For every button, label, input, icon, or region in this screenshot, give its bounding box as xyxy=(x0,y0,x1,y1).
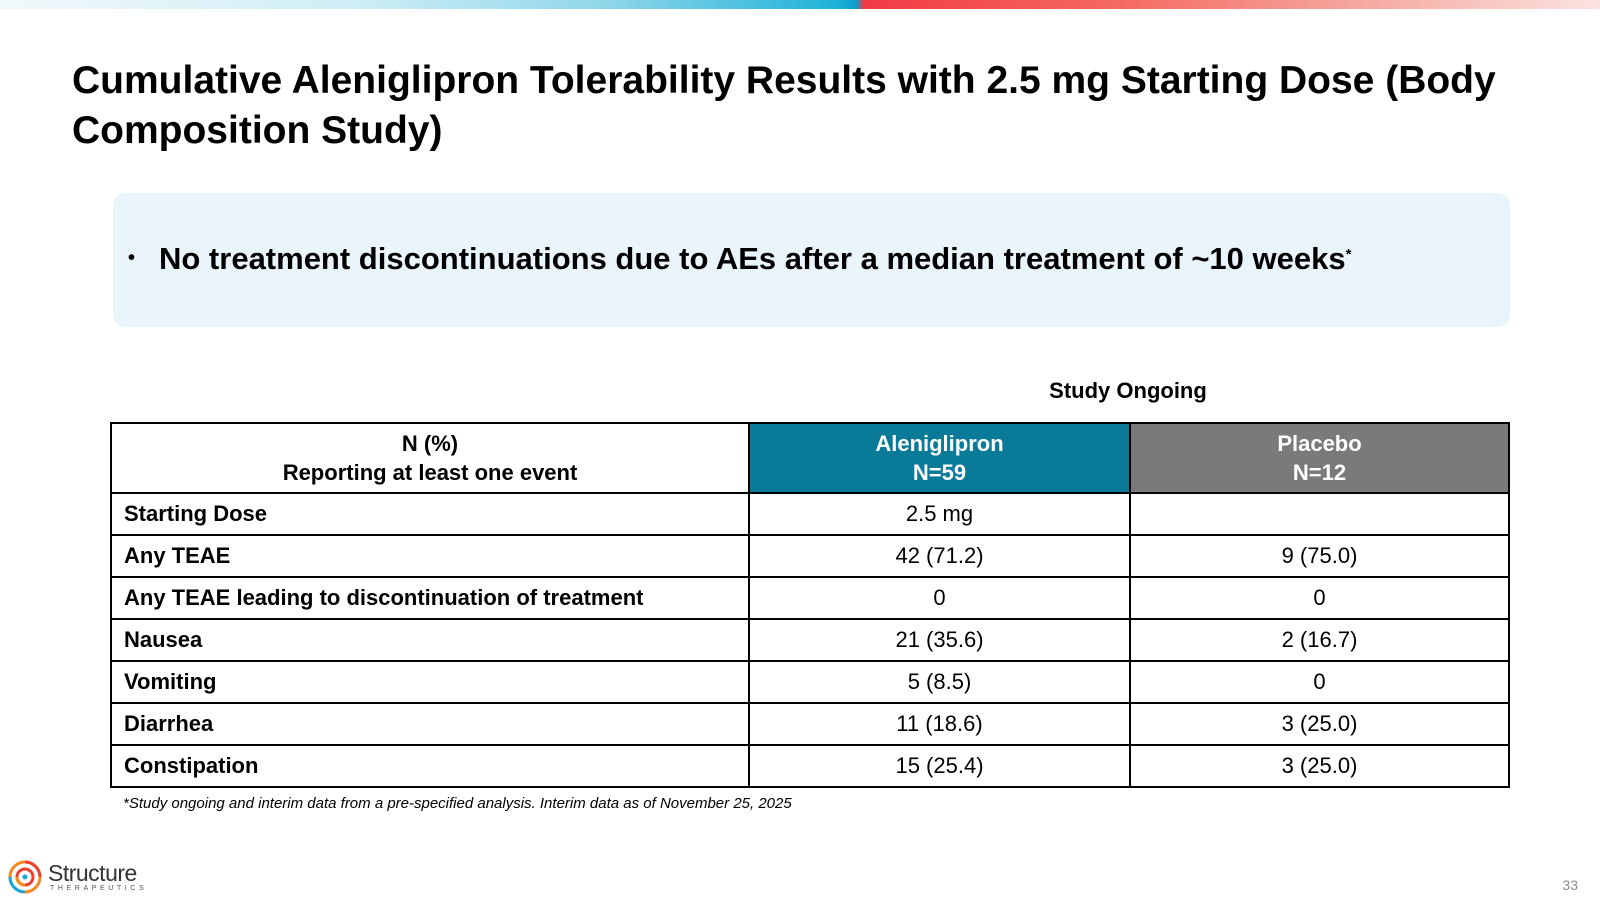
callout-text-body: No treatment discontinuations due to AEs… xyxy=(159,241,1346,276)
header-aleniglipron-name: Aleniglipron xyxy=(875,431,1004,456)
header-label-line1: N (%) xyxy=(401,431,459,456)
placebo-value: 3 (25.0) xyxy=(1129,702,1510,746)
footnote: *Study ongoing and interim data from a p… xyxy=(123,795,792,812)
header-aleniglipron-n: N=59 xyxy=(912,460,967,485)
table-row: Constipation 15 (25.4) 3 (25.0) xyxy=(110,744,1510,788)
row-label: Diarrhea xyxy=(110,702,750,746)
placebo-value: 3 (25.0) xyxy=(1129,744,1510,788)
logo-wordmark: Structure xyxy=(48,860,137,886)
row-label: Constipation xyxy=(110,744,750,788)
slide-title: Cumulative Aleniglipron Tolerability Res… xyxy=(72,59,1496,152)
table-row: Nausea 21 (35.6) 2 (16.7) xyxy=(110,618,1510,662)
header-placebo-cell: Placebo N=12 xyxy=(1129,422,1510,494)
aleniglipron-value: 5 (8.5) xyxy=(748,660,1131,704)
adverse-events-table: N (%) Reporting at least one event Aleni… xyxy=(110,422,1510,788)
callout-bullet: • xyxy=(128,247,136,269)
aleniglipron-value: 21 (35.6) xyxy=(748,618,1131,662)
structure-logo-icon xyxy=(8,860,42,894)
header-label-line2: Reporting at least one event xyxy=(282,460,578,485)
aleniglipron-value: 42 (71.2) xyxy=(748,534,1131,578)
header-aleniglipron-cell: Aleniglipron N=59 xyxy=(748,422,1131,494)
row-label: Starting Dose xyxy=(110,492,750,536)
aleniglipron-value: 2.5 mg xyxy=(748,492,1131,536)
placebo-value: 0 xyxy=(1129,576,1510,620)
row-label: Vomiting xyxy=(110,660,750,704)
row-label: Any TEAE leading to discontinuation of t… xyxy=(110,576,750,620)
aleniglipron-value: 0 xyxy=(748,576,1131,620)
study-ongoing-text: Study Ongoing xyxy=(1049,378,1207,403)
placebo-value xyxy=(1129,492,1510,536)
top-gradient-bar xyxy=(0,0,1600,9)
row-label: Nausea xyxy=(110,618,750,662)
row-label: Any TEAE xyxy=(110,534,750,578)
table-row: Starting Dose 2.5 mg xyxy=(110,492,1510,536)
callout-box xyxy=(113,193,1510,327)
page-number: 33 xyxy=(1562,877,1578,893)
logo-tagline: THERAPEUTICS xyxy=(50,885,148,892)
table-row: Any TEAE 42 (71.2) 9 (75.0) xyxy=(110,534,1510,578)
table-row: Any TEAE leading to discontinuation of t… xyxy=(110,576,1510,620)
header-label-cell: N (%) Reporting at least one event xyxy=(110,422,750,494)
aleniglipron-value: 15 (25.4) xyxy=(748,744,1131,788)
callout-text: No treatment discontinuations due to AEs… xyxy=(159,240,1351,278)
header-placebo-name: Placebo xyxy=(1277,431,1362,456)
header-placebo-n: N=12 xyxy=(1292,460,1347,485)
company-logo: Structure THERAPEUTICS xyxy=(8,860,148,894)
placebo-value: 9 (75.0) xyxy=(1129,534,1510,578)
table-header-row: N (%) Reporting at least one event Aleni… xyxy=(110,422,1510,494)
table-row: Diarrhea 11 (18.6) 3 (25.0) xyxy=(110,702,1510,746)
table-row: Vomiting 5 (8.5) 0 xyxy=(110,660,1510,704)
aleniglipron-value: 11 (18.6) xyxy=(748,702,1131,746)
placebo-value: 0 xyxy=(1129,660,1510,704)
placebo-value: 2 (16.7) xyxy=(1129,618,1510,662)
callout-superscript: * xyxy=(1345,246,1352,263)
